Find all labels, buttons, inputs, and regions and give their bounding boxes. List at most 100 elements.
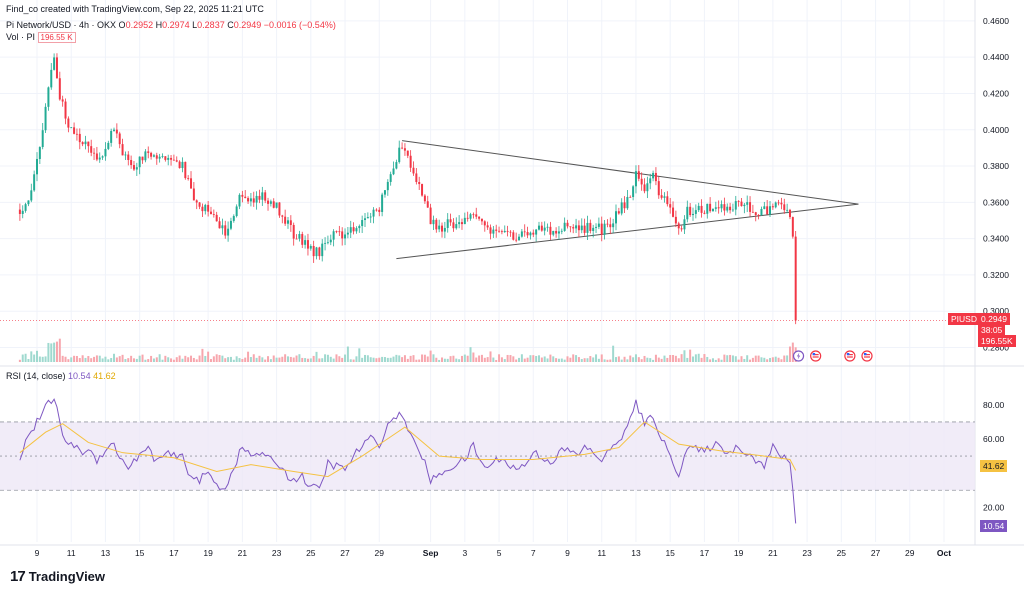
close-label: C [227, 20, 234, 30]
volume-bar [252, 354, 255, 362]
candle-body [349, 227, 352, 233]
candle-body [406, 150, 409, 156]
volume-bar [412, 355, 415, 362]
us-flag-canton [846, 353, 850, 356]
volume-bar [595, 354, 598, 362]
candle-body [278, 202, 281, 216]
volume-label[interactable]: Vol · PI [6, 32, 36, 42]
time-axis[interactable]: 9 11 13 15 17 19 21 23 25 27 29 Sep 3 5 7 9 11 13 15 17 19 21… [35, 548, 952, 558]
volume-bar [674, 355, 677, 362]
candle-body [774, 202, 777, 208]
candle-body [746, 202, 749, 205]
volume-bar [355, 356, 358, 362]
candle-body [537, 225, 540, 230]
volume-bar [309, 358, 312, 362]
bar-countdown-tag: 38:05 [978, 324, 1006, 336]
volume-bar [480, 354, 483, 362]
candle-body [144, 151, 147, 161]
candle-body [783, 204, 786, 211]
volume-bar [537, 355, 540, 362]
event-markers[interactable] [792, 350, 873, 362]
open-value: 0.2952 [125, 20, 154, 30]
candle-body [743, 204, 746, 207]
volume-bar [566, 356, 569, 362]
volume-bar [646, 357, 649, 362]
us-flag-icon[interactable] [844, 350, 856, 362]
price-tick-label: 0.2800 [983, 342, 1009, 352]
volume-bar [600, 354, 603, 362]
candle-body [438, 225, 441, 230]
candle-body [415, 173, 418, 183]
volume-bar [495, 359, 498, 362]
candle-body [731, 209, 734, 211]
volume-bar [403, 355, 406, 362]
rsi-axis[interactable]: 80.00 60.00 20.00 [983, 400, 1005, 512]
volume-bar [93, 356, 96, 362]
candle-body [563, 222, 566, 231]
triangle-trendline[interactable] [402, 140, 859, 205]
candle-body [389, 174, 392, 182]
rsi-label[interactable]: RSI (14, close) [6, 371, 66, 381]
volume-bar [381, 356, 384, 362]
candle-body [672, 207, 675, 217]
volume-bar [478, 355, 481, 362]
us-flag-canton [863, 353, 867, 356]
volume-bar [190, 355, 193, 362]
volume-bar [170, 358, 173, 362]
candle-body [426, 201, 429, 208]
volume-bar [30, 351, 33, 362]
volume-bar [275, 357, 278, 362]
volume-bar [711, 358, 714, 362]
us-flag-icon[interactable] [810, 350, 822, 362]
volume-bar [395, 354, 398, 362]
volume-bar [67, 359, 70, 362]
tradingview-brand[interactable]: 17 TradingView [10, 568, 105, 585]
candle-body [98, 157, 101, 160]
volume-tag: 196.55K [978, 335, 1016, 347]
rsi-legend[interactable]: RSI (14, close) 10.54 41.62 [6, 371, 116, 381]
volume-bar [321, 358, 324, 362]
volume-bar [489, 351, 492, 362]
candle-body [623, 202, 626, 209]
volume-bar [498, 354, 501, 362]
candle-body [147, 151, 150, 153]
volume-bar [726, 355, 729, 362]
candle-body [172, 159, 175, 161]
candle-body [786, 209, 789, 211]
candle-body [53, 57, 56, 70]
candle-body [286, 220, 289, 224]
candle-body [557, 231, 560, 234]
candle-body [238, 194, 241, 207]
price-axis[interactable]: 0.4600 0.4400 0.4200 0.4000 0.3800 0.3600 0.34… [983, 16, 1009, 353]
volume-bar [697, 353, 700, 362]
rsi-header-value: 10.54 [68, 371, 91, 381]
candle-body [167, 157, 170, 160]
candle-body [93, 152, 96, 154]
candle-body [600, 223, 603, 235]
candle-body [70, 127, 73, 129]
triangle-trendline[interactable] [396, 203, 859, 260]
volume-bar [261, 357, 264, 362]
candle-body [654, 172, 657, 182]
candle-body [261, 192, 264, 200]
time-tick-label: 19 [734, 548, 744, 558]
volume-bar [386, 357, 389, 362]
volume-bar [614, 357, 617, 362]
volume-bar [101, 358, 104, 362]
flash-icon[interactable] [792, 350, 805, 362]
symbol-name[interactable]: Pi Network/USD · 4h · OKX [6, 20, 117, 30]
volume-bar [629, 355, 632, 362]
candle-body [540, 225, 543, 231]
volume-bar [740, 356, 743, 362]
candle-body [535, 229, 538, 235]
candle-body [754, 212, 757, 215]
volume-legend[interactable]: Vol · PI 196.55 K [6, 32, 76, 43]
candle-body [24, 204, 27, 211]
candle-body [107, 142, 110, 149]
volume-bar [509, 355, 512, 362]
volume-bar [147, 359, 150, 362]
us-flag-icon[interactable] [861, 350, 873, 362]
symbol-legend[interactable]: Pi Network/USD · 4h · OKX O0.2952 H0.297… [6, 20, 336, 30]
volume-bar [36, 350, 38, 362]
